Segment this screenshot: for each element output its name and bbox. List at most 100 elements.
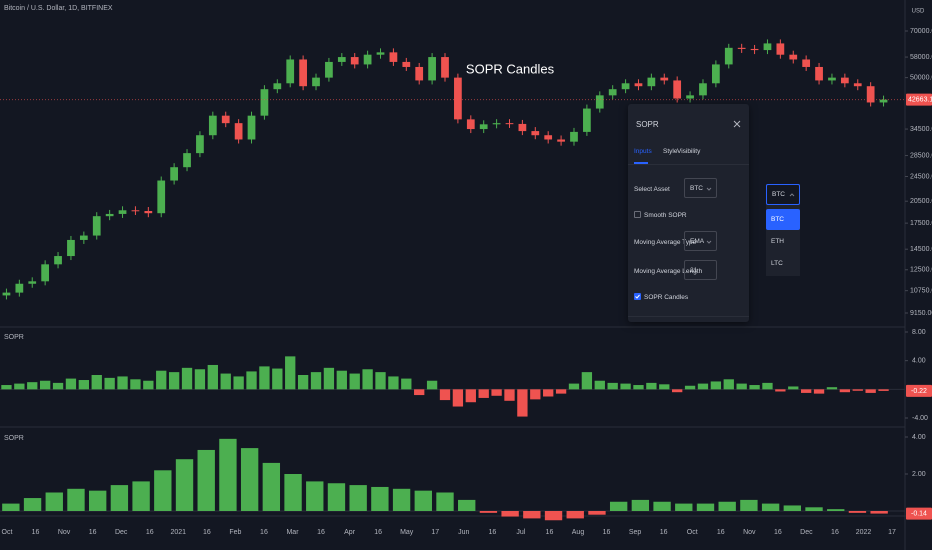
histogram-bar	[839, 389, 851, 393]
x-tick-label: May	[400, 529, 414, 536]
tab[interactable]: Visibility	[677, 148, 701, 155]
candle	[518, 123, 527, 132]
candle	[840, 77, 849, 84]
x-tick-label: 16	[831, 529, 839, 536]
histogram-bar	[110, 485, 129, 511]
histogram-bar	[710, 381, 722, 390]
candle	[415, 66, 424, 81]
field-input[interactable]: BTC	[684, 178, 717, 198]
candle	[737, 47, 746, 49]
candle	[815, 66, 823, 81]
x-tick-label: Oct	[2, 529, 13, 536]
field-label: Moving Average Length	[634, 268, 703, 275]
histogram-bar	[27, 382, 38, 390]
histogram-bar	[530, 389, 541, 400]
histogram-bar	[194, 369, 206, 390]
histogram-bar	[736, 383, 747, 390]
candle	[660, 77, 669, 81]
last-value-box	[906, 384, 932, 397]
histogram-bar	[491, 389, 502, 396]
histogram-bar	[775, 389, 786, 392]
checkbox[interactable]	[634, 293, 641, 300]
candle	[92, 216, 101, 236]
x-tick-label: Dec	[115, 529, 128, 536]
x-tick-label: 16	[546, 529, 554, 536]
histogram-bar	[104, 377, 115, 390]
histogram-bar	[78, 380, 89, 390]
dropdown-option[interactable]: LTC	[771, 260, 783, 267]
candle	[828, 77, 836, 81]
y-tick-label: 14500.00	[910, 246, 932, 253]
histogram-bar	[175, 459, 194, 511]
y-tick-label: 12500.00	[910, 267, 932, 274]
histogram-bar	[207, 364, 218, 390]
x-tick-label: 16	[488, 529, 496, 536]
field-label: Moving Average Type	[634, 239, 697, 246]
candle	[699, 83, 707, 96]
tab[interactable]: Style	[663, 148, 678, 155]
currency: USD	[912, 9, 925, 15]
y-tick-label: 28500.00	[910, 152, 932, 159]
chevron	[706, 240, 712, 244]
histogram-bar	[631, 499, 650, 511]
histogram-bar	[517, 389, 528, 417]
x-tick-label: 16	[774, 529, 782, 536]
histogram-bar	[523, 511, 541, 519]
histogram-bar	[130, 379, 141, 390]
dropdown-option[interactable]: ETH	[771, 238, 784, 245]
y-tick-label: 17500.00	[910, 220, 932, 227]
last-price-box	[906, 93, 932, 106]
histogram-bar	[240, 448, 259, 511]
dropdown-selected[interactable]: BTC	[766, 184, 800, 205]
field-input[interactable]: 21	[684, 260, 717, 280]
histogram-bar	[504, 389, 515, 401]
histogram-bar	[696, 503, 715, 511]
candle	[686, 95, 694, 99]
x-tick-label: Dec	[800, 529, 813, 536]
candle	[531, 131, 540, 136]
histogram-bar	[684, 385, 696, 390]
histogram-bar	[181, 367, 193, 390]
histogram-bar	[259, 366, 270, 390]
dropdown-option[interactable]: BTC	[766, 209, 800, 230]
histogram-bar	[653, 501, 671, 511]
x-tick-label: Nov	[58, 529, 71, 536]
histogram-bar	[52, 382, 64, 390]
pane-label: SOPR	[4, 334, 24, 341]
histogram-bar	[813, 389, 825, 394]
close-button[interactable]	[733, 120, 741, 128]
histogram-bar	[659, 384, 670, 390]
x-tick-label: 17	[431, 529, 439, 536]
histogram-bar	[594, 380, 605, 390]
histogram-bar	[646, 382, 657, 390]
candle	[544, 135, 553, 140]
candle	[131, 210, 140, 212]
histogram-bar	[310, 372, 322, 390]
histogram-bar	[197, 449, 215, 511]
histogram-bar	[91, 375, 102, 390]
tab[interactable]: Inputs	[634, 148, 652, 155]
field-input[interactable]: EMA	[684, 231, 717, 251]
candle	[557, 139, 565, 142]
y-tick-label: 70000.00	[910, 28, 932, 35]
chevron	[706, 187, 712, 191]
checkbox[interactable]	[634, 211, 641, 218]
y-tick-label: 8.00	[912, 329, 926, 336]
histogram-bar	[588, 511, 606, 515]
histogram-bar	[67, 488, 85, 511]
histogram-bar	[143, 380, 154, 390]
histogram-bar	[349, 373, 360, 390]
chevron	[789, 193, 795, 197]
candle	[54, 256, 62, 265]
x-tick-label: 16	[89, 529, 97, 536]
candle	[118, 210, 127, 214]
check-icon	[635, 294, 640, 299]
x-tick-label: 16	[32, 529, 40, 536]
histogram-bar	[581, 372, 593, 390]
histogram-bar	[154, 470, 172, 511]
tab-divider	[628, 164, 749, 165]
histogram-bar	[609, 501, 628, 511]
candle	[273, 83, 282, 90]
candle	[389, 52, 398, 62]
x-tick-label: Feb	[229, 529, 241, 536]
